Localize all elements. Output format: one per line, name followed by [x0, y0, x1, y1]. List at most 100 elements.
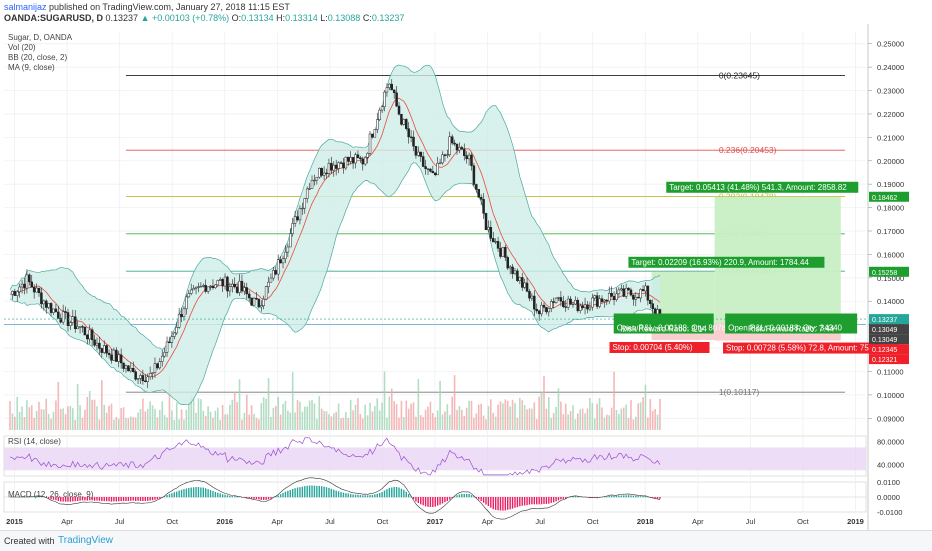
volume-bar	[99, 420, 101, 430]
candle-body	[188, 294, 190, 297]
x-tick-label: Oct	[587, 517, 600, 526]
candle-body	[528, 291, 530, 298]
volume-bar	[282, 404, 284, 430]
candle-body	[533, 296, 535, 309]
open-value: 0.13134	[241, 13, 274, 23]
volume-bar	[485, 419, 487, 430]
price-axis[interactable]: 0.090000.100000.110000.120000.130000.140…	[868, 40, 909, 424]
candle-body	[277, 260, 279, 274]
volume-bar	[437, 410, 439, 430]
candle-body	[258, 299, 260, 307]
macd-hist	[207, 489, 208, 497]
volume-bar	[183, 420, 185, 430]
candle-body	[28, 275, 30, 282]
volume-bar	[517, 418, 519, 430]
macd-hist	[145, 497, 146, 501]
volume-bar	[96, 406, 98, 430]
volume-bar	[113, 420, 115, 430]
volume-bar	[420, 415, 422, 430]
macd-hist	[171, 493, 172, 497]
volume-bar	[256, 418, 258, 430]
volume-bar	[618, 414, 620, 430]
candle-body	[417, 152, 419, 155]
candle-body	[142, 375, 144, 380]
candle-body	[400, 114, 402, 124]
volume-bar	[633, 419, 635, 430]
volume-bar	[318, 396, 320, 430]
candle-body	[154, 364, 156, 373]
indicator-macd: MACD (12, 26, close, 9)	[8, 490, 94, 499]
candle-body	[120, 355, 122, 363]
volume-bar	[140, 409, 142, 430]
macd-hist	[616, 496, 617, 497]
candle-body	[635, 297, 637, 299]
candle-body	[531, 296, 533, 298]
macd-hist	[577, 497, 578, 498]
volume-bar	[471, 401, 473, 430]
candle-body	[381, 107, 383, 110]
candle-body	[152, 373, 154, 374]
macd-hist	[328, 488, 329, 497]
y-tick-label: 0.16000	[877, 250, 904, 259]
indicator-vol: Vol (20)	[8, 43, 36, 52]
volume-bar	[381, 403, 383, 430]
macd-hist	[553, 497, 554, 502]
volume-bar	[497, 405, 499, 430]
volume-bar	[275, 406, 277, 430]
tradingview-logo[interactable]: TradingView	[58, 535, 113, 546]
volume-bar	[273, 408, 275, 430]
candle-body	[202, 285, 204, 286]
volume-bar	[21, 407, 23, 430]
macd-hist	[393, 487, 394, 497]
author-link[interactable]: salmanijaz	[4, 2, 47, 12]
macd-hist	[514, 497, 515, 508]
candle-body	[219, 279, 221, 280]
price-chart[interactable]: 0(0.23645)0.236(0.20453)0.382(0.18478)0.…	[0, 24, 932, 530]
candle-body	[241, 281, 243, 291]
macd-hist	[543, 497, 544, 504]
candle-body	[454, 143, 456, 144]
macd-hist	[319, 486, 320, 497]
price-box-label: 0.12321	[872, 357, 897, 364]
macd-hist	[128, 497, 129, 501]
candle-body	[40, 293, 42, 304]
target-label-1: Target: 0.02209 (16.93%) 220.9, Amount: …	[628, 257, 824, 268]
fib-label-0: 0(0.23645)	[719, 70, 760, 80]
candle-body	[473, 166, 475, 185]
volume-bar	[84, 410, 86, 430]
volume-bar	[33, 418, 35, 430]
candle-body	[224, 277, 226, 286]
volume-bar	[82, 418, 84, 430]
volume-bar	[181, 409, 183, 430]
candle-body	[282, 259, 284, 263]
candle-body	[246, 288, 248, 294]
volume-bar	[14, 417, 16, 430]
volume-bar	[621, 409, 623, 430]
candle-body	[323, 173, 325, 175]
candle-body	[497, 241, 499, 248]
candle-body	[265, 287, 267, 299]
volume-bar	[413, 402, 415, 430]
macd-hist	[435, 497, 436, 507]
macd-hist	[116, 497, 117, 501]
macd-hist	[456, 495, 457, 497]
candle-body	[548, 308, 550, 311]
volume-bar	[26, 400, 28, 430]
candle-body	[195, 287, 197, 288]
volume-bar	[640, 402, 642, 430]
candle-body	[183, 309, 185, 317]
macd-hist	[302, 487, 303, 498]
candle-body	[108, 353, 110, 355]
candle-body	[613, 296, 615, 299]
macd-hist	[480, 497, 481, 501]
candle-body	[94, 340, 96, 345]
y-tick-label: 0.25000	[877, 40, 904, 49]
candle-body	[91, 330, 93, 340]
macd-tick-label: -0.0100	[877, 508, 902, 517]
candle-body	[77, 327, 79, 329]
volume-bar	[265, 399, 267, 430]
macd-hist	[420, 497, 421, 504]
candle-body	[388, 84, 390, 88]
